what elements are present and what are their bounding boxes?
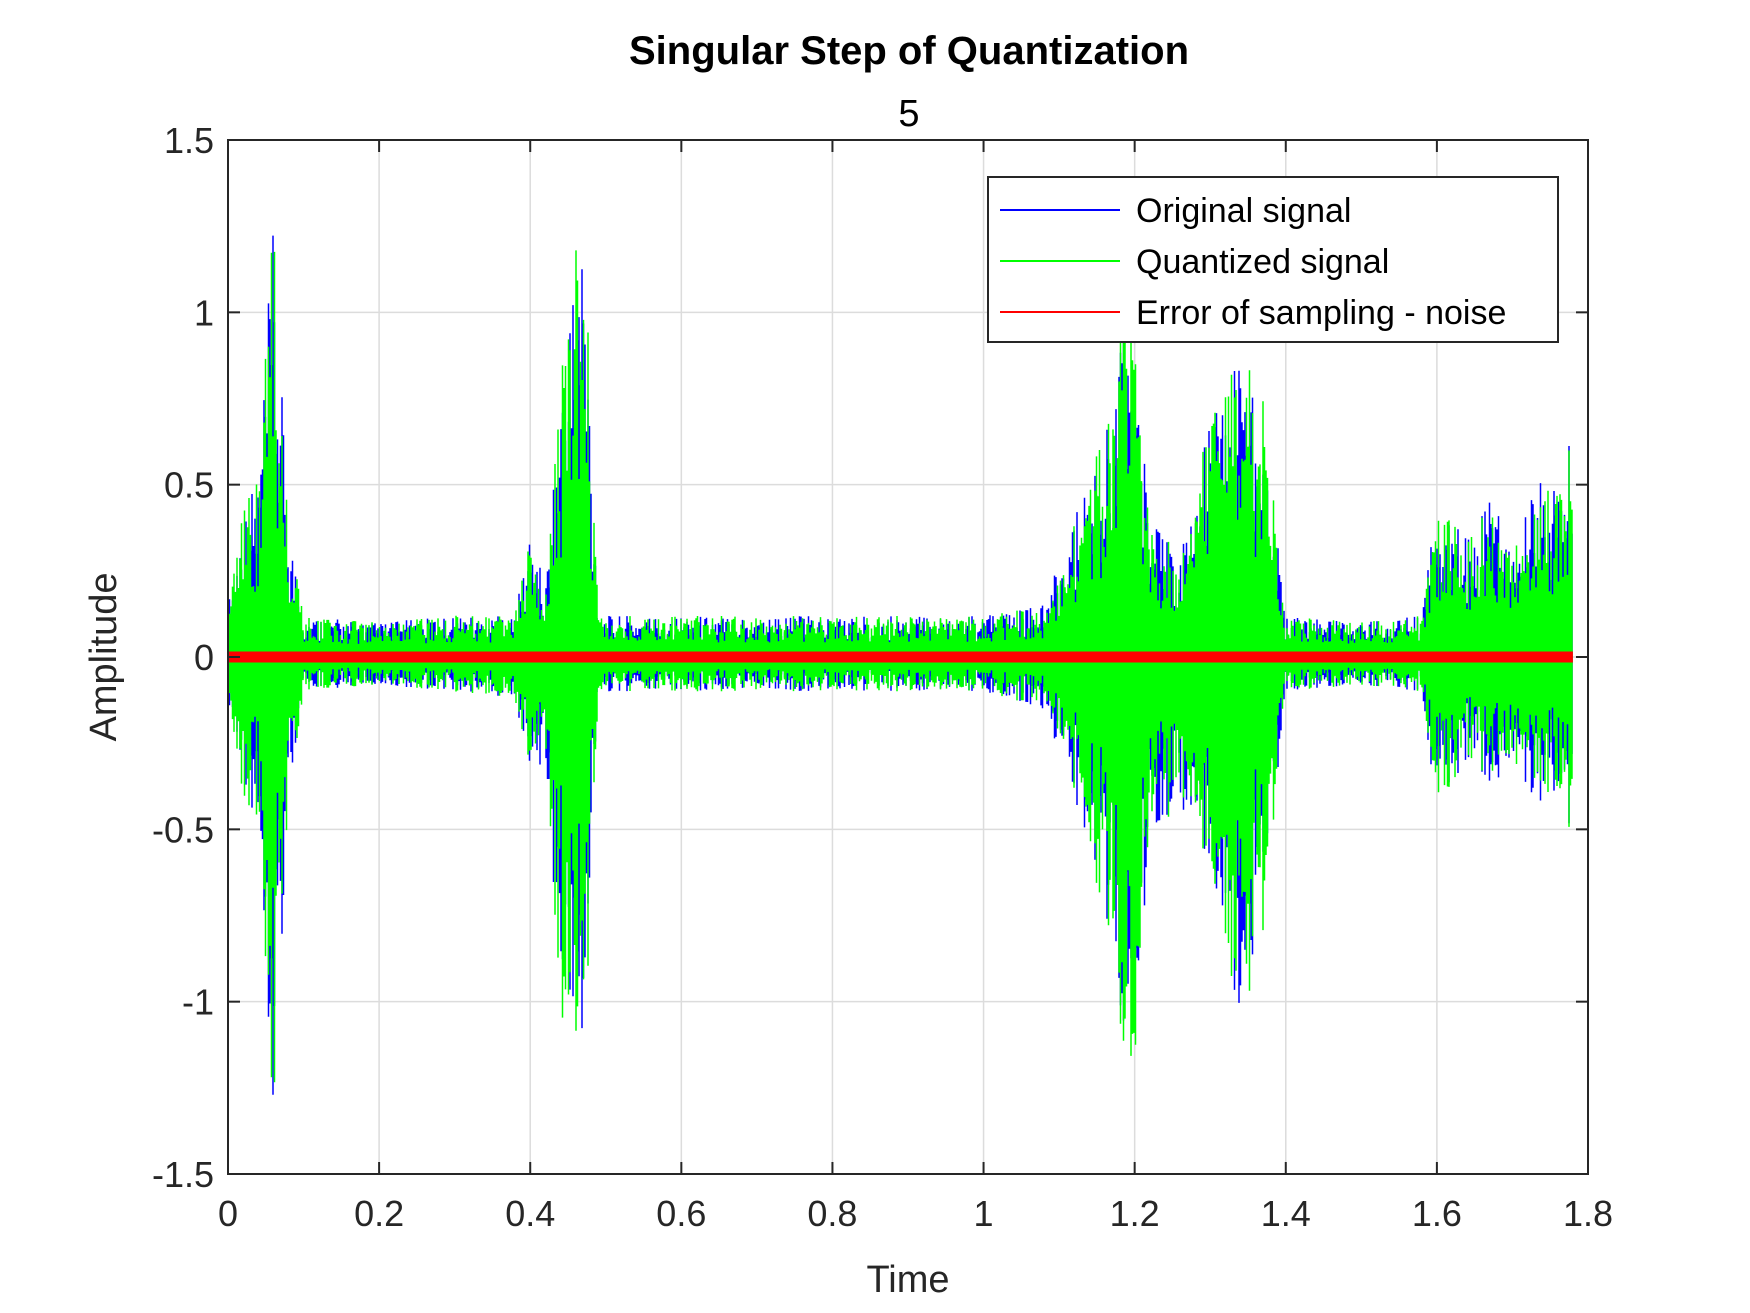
x-tick-label: 0.6 bbox=[656, 1193, 706, 1234]
chart-title: Singular Step of Quantization bbox=[629, 29, 1189, 73]
x-tick-label: 0 bbox=[218, 1193, 238, 1234]
legend-label-noise: Error of sampling - noise bbox=[1136, 294, 1506, 332]
legend-label-original: Original signal bbox=[1136, 192, 1351, 230]
y-tick-label: 1 bbox=[194, 292, 214, 333]
x-tick-label: 1.4 bbox=[1261, 1193, 1311, 1234]
x-axis-label: Time bbox=[866, 1259, 949, 1301]
legend-box bbox=[987, 176, 1559, 343]
y-tick-label: 0.5 bbox=[164, 465, 214, 506]
chart-subtitle: 5 bbox=[898, 93, 919, 135]
x-tick-label: 1 bbox=[974, 1193, 994, 1234]
x-tick-label: 0.4 bbox=[505, 1193, 555, 1234]
y-tick-label: -1.5 bbox=[152, 1154, 214, 1195]
tick-labels: 0 0.2 0.4 0.6 0.8 1 1.2 1.4 1.6 1.8 -1.5 -1 -0.5 0 0.5… bbox=[152, 120, 1613, 1234]
y-axis-label: Amplitude bbox=[83, 573, 125, 742]
x-tick-label: 1.6 bbox=[1412, 1193, 1462, 1234]
x-tick-label: 0.8 bbox=[807, 1193, 857, 1234]
legend-label-quantized: Quantized signal bbox=[1136, 243, 1389, 281]
x-tick-label: 0.2 bbox=[354, 1193, 404, 1234]
y-tick-label: 0 bbox=[194, 637, 214, 678]
x-tick-label: 1.8 bbox=[1563, 1193, 1613, 1234]
legend: Original signal Quantized signal Error o… bbox=[987, 176, 1559, 343]
ticks bbox=[227, 139, 1589, 1175]
y-tick-label: 1.5 bbox=[164, 120, 214, 161]
y-tick-label: -1 bbox=[182, 982, 214, 1023]
y-tick-label: -0.5 bbox=[152, 809, 214, 850]
x-tick-label: 1.2 bbox=[1110, 1193, 1160, 1234]
